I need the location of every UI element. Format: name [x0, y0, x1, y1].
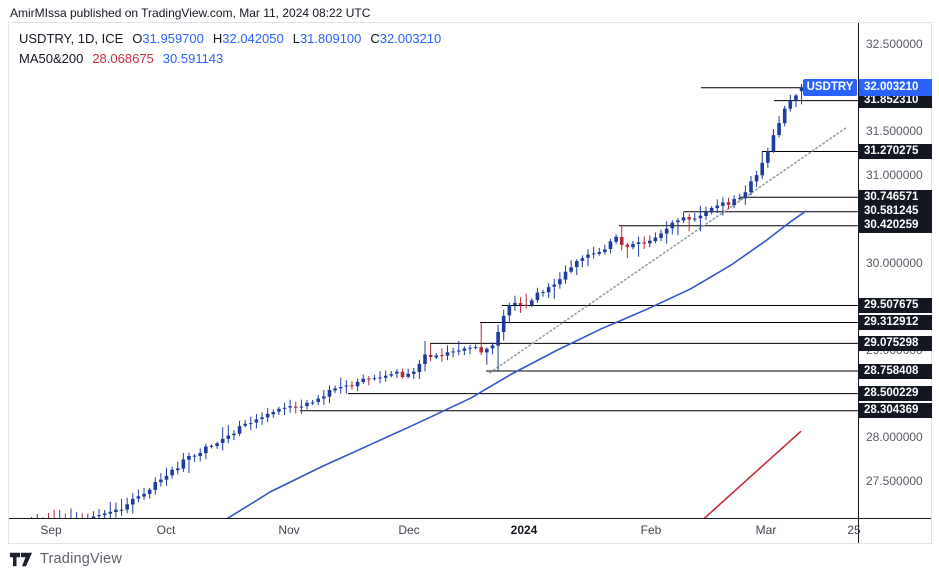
chart-legend: USDTRY, 1D, ICE O31.959700 H32.042050 L31.8…: [19, 29, 441, 69]
price-level-tag: 30.746571: [859, 189, 932, 205]
price-scale-tick: 27.500000: [866, 474, 923, 488]
ohlc-low-value: 31.809100: [299, 31, 362, 46]
publish-caption: AmirMIssa published on TradingView.com, …: [10, 6, 371, 20]
symbol-title[interactable]: USDTRY, 1D, ICE: [19, 31, 124, 46]
price-level-tag: 31.270275: [859, 143, 932, 159]
tradingview-brand-text: TradingView: [40, 551, 122, 567]
price-scale-tick: 31.500000: [866, 124, 923, 139]
ma-indicator-label[interactable]: MA50&200: [19, 51, 84, 66]
price-level-tag: 28.500229: [859, 386, 932, 402]
price-level-tag: 30.420259: [859, 218, 932, 234]
time-scale-label: Oct: [156, 523, 176, 537]
ohlc-high-value: 32.042050: [222, 31, 284, 46]
price-level-tag: 31.852310: [859, 93, 932, 109]
price-level-tag: 29.075298: [859, 335, 932, 351]
price-level-tag: 29.507675: [859, 298, 932, 314]
ohlc-high-key: H: [212, 31, 223, 46]
ohlc-open-value: 31.959700: [142, 31, 204, 46]
price-scale-tick: 31.000000: [866, 168, 923, 183]
time-scale-label: Sep: [40, 523, 62, 537]
legend-symbol-row: USDTRY, 1D, ICE O31.959700 H32.042050 L31.8…: [19, 29, 441, 49]
ohlc-close-value: 32.003210: [379, 31, 442, 46]
ma-red-value: 28.068675: [92, 51, 154, 66]
ma-blue-value: 30.591143: [162, 51, 224, 66]
price-scale-tick: 32.500000: [866, 37, 923, 51]
time-scale-label: Dec: [398, 523, 420, 537]
price-level-tag: 29.312912: [859, 315, 932, 331]
price-level-tag: 28.758408: [859, 363, 932, 379]
price-level-tag: 30.581245: [859, 204, 932, 220]
plot-area: [31, 84, 858, 518]
trendline-dotted: [489, 127, 847, 374]
time-scale-label: Nov: [278, 523, 300, 537]
ohlc-open-key: O: [132, 31, 143, 46]
chart-canvas[interactable]: [9, 23, 931, 543]
ohlc-low-key: L: [292, 31, 300, 46]
price-level-tag: 28.304369: [859, 403, 932, 419]
legend-ma-row: MA50&200 28.068675 30.591143: [19, 49, 441, 69]
tradingview-attribution[interactable]: TradingView: [10, 551, 122, 567]
price-scale-tick: 28.000000: [866, 430, 923, 445]
ma-red-line: [703, 430, 802, 518]
current-price-tag: 32.003210: [859, 78, 932, 96]
time-scale-label: 25: [847, 523, 861, 537]
chart-card: USDTRY, 1D, ICE O31.959700 H32.042050 L31.8…: [8, 22, 932, 544]
candles-layer: [31, 84, 804, 518]
symbol-flag-text: USDTRY: [806, 80, 854, 93]
tradingview-logo-icon: [10, 552, 32, 566]
ma-blue-line: [226, 210, 807, 518]
ohlc-close-key: C: [370, 31, 380, 46]
time-scale-label: Feb: [640, 523, 662, 537]
symbol-price-flag: USDTRY: [803, 78, 857, 96]
time-scale-label: 2024: [510, 523, 538, 537]
time-scale-label: Mar: [755, 523, 777, 537]
price-scale-tick: 30.000000: [866, 255, 923, 270]
